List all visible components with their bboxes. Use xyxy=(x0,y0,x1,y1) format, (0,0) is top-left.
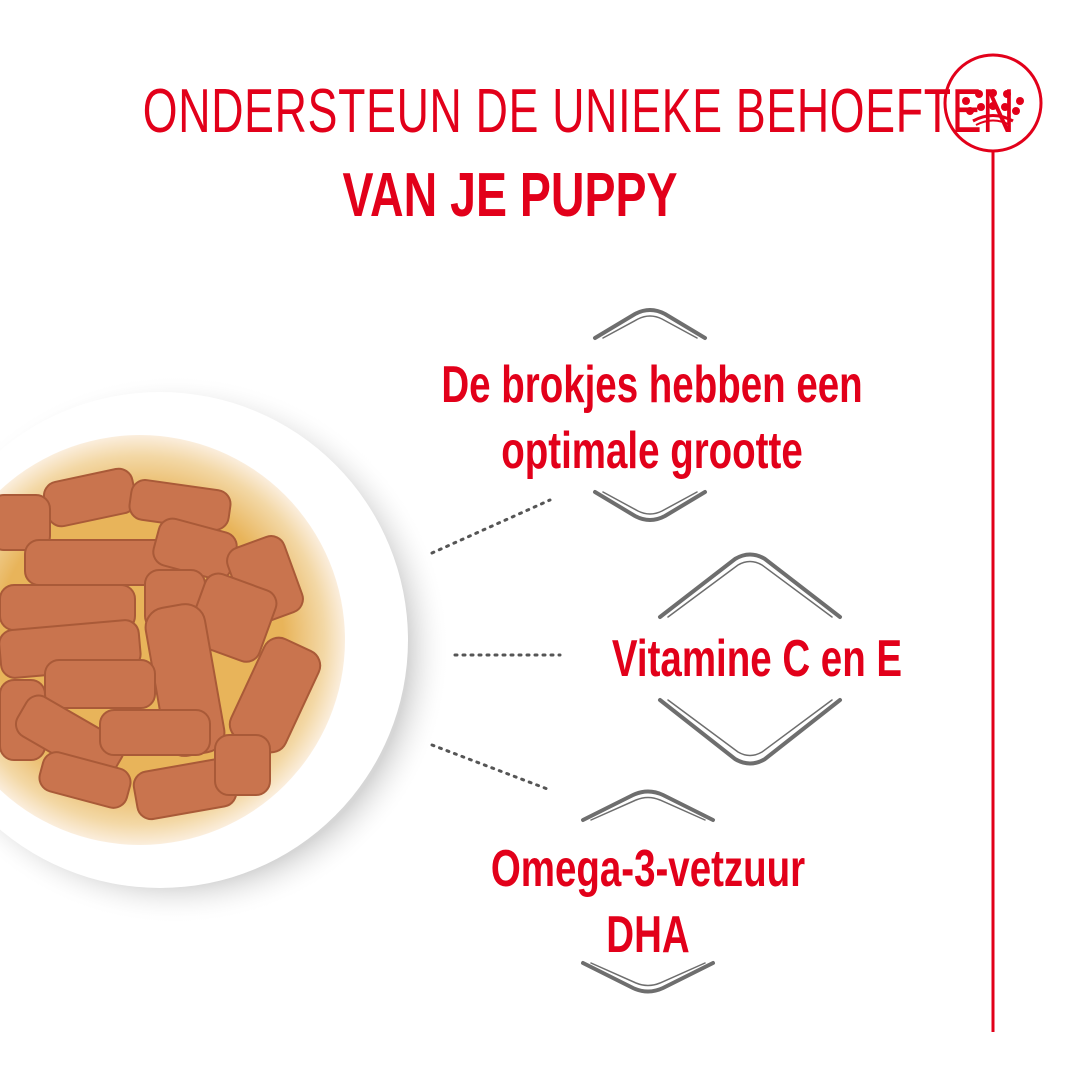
bracket-shapes xyxy=(581,308,842,994)
feature-omega3-line2: DHA xyxy=(606,906,690,964)
bowl-image xyxy=(0,375,450,925)
feature-kibble-size-line2: optimale grootte xyxy=(501,422,803,480)
title-line1: ONDERSTEUN DE UNIEKE BEHOEFTEN xyxy=(142,77,1016,146)
dotted-connectors xyxy=(430,498,562,792)
feature-omega3-line1: Omega-3-vetzuur xyxy=(490,840,806,898)
feature-vitamins-line1: Vitamine C en E xyxy=(611,630,903,688)
feature-kibble-size-line1: De brokjes hebben een xyxy=(441,356,863,414)
feature-vitamins: Vitamine C en E xyxy=(535,626,979,692)
feature-kibble-size: De brokjes hebben een optimale grootte xyxy=(430,352,874,484)
feature-omega3: Omega-3-vetzuur DHA xyxy=(426,836,870,968)
logo-crown-icon xyxy=(943,53,1043,153)
title-line2: VAN JE PUPPY xyxy=(342,161,678,230)
